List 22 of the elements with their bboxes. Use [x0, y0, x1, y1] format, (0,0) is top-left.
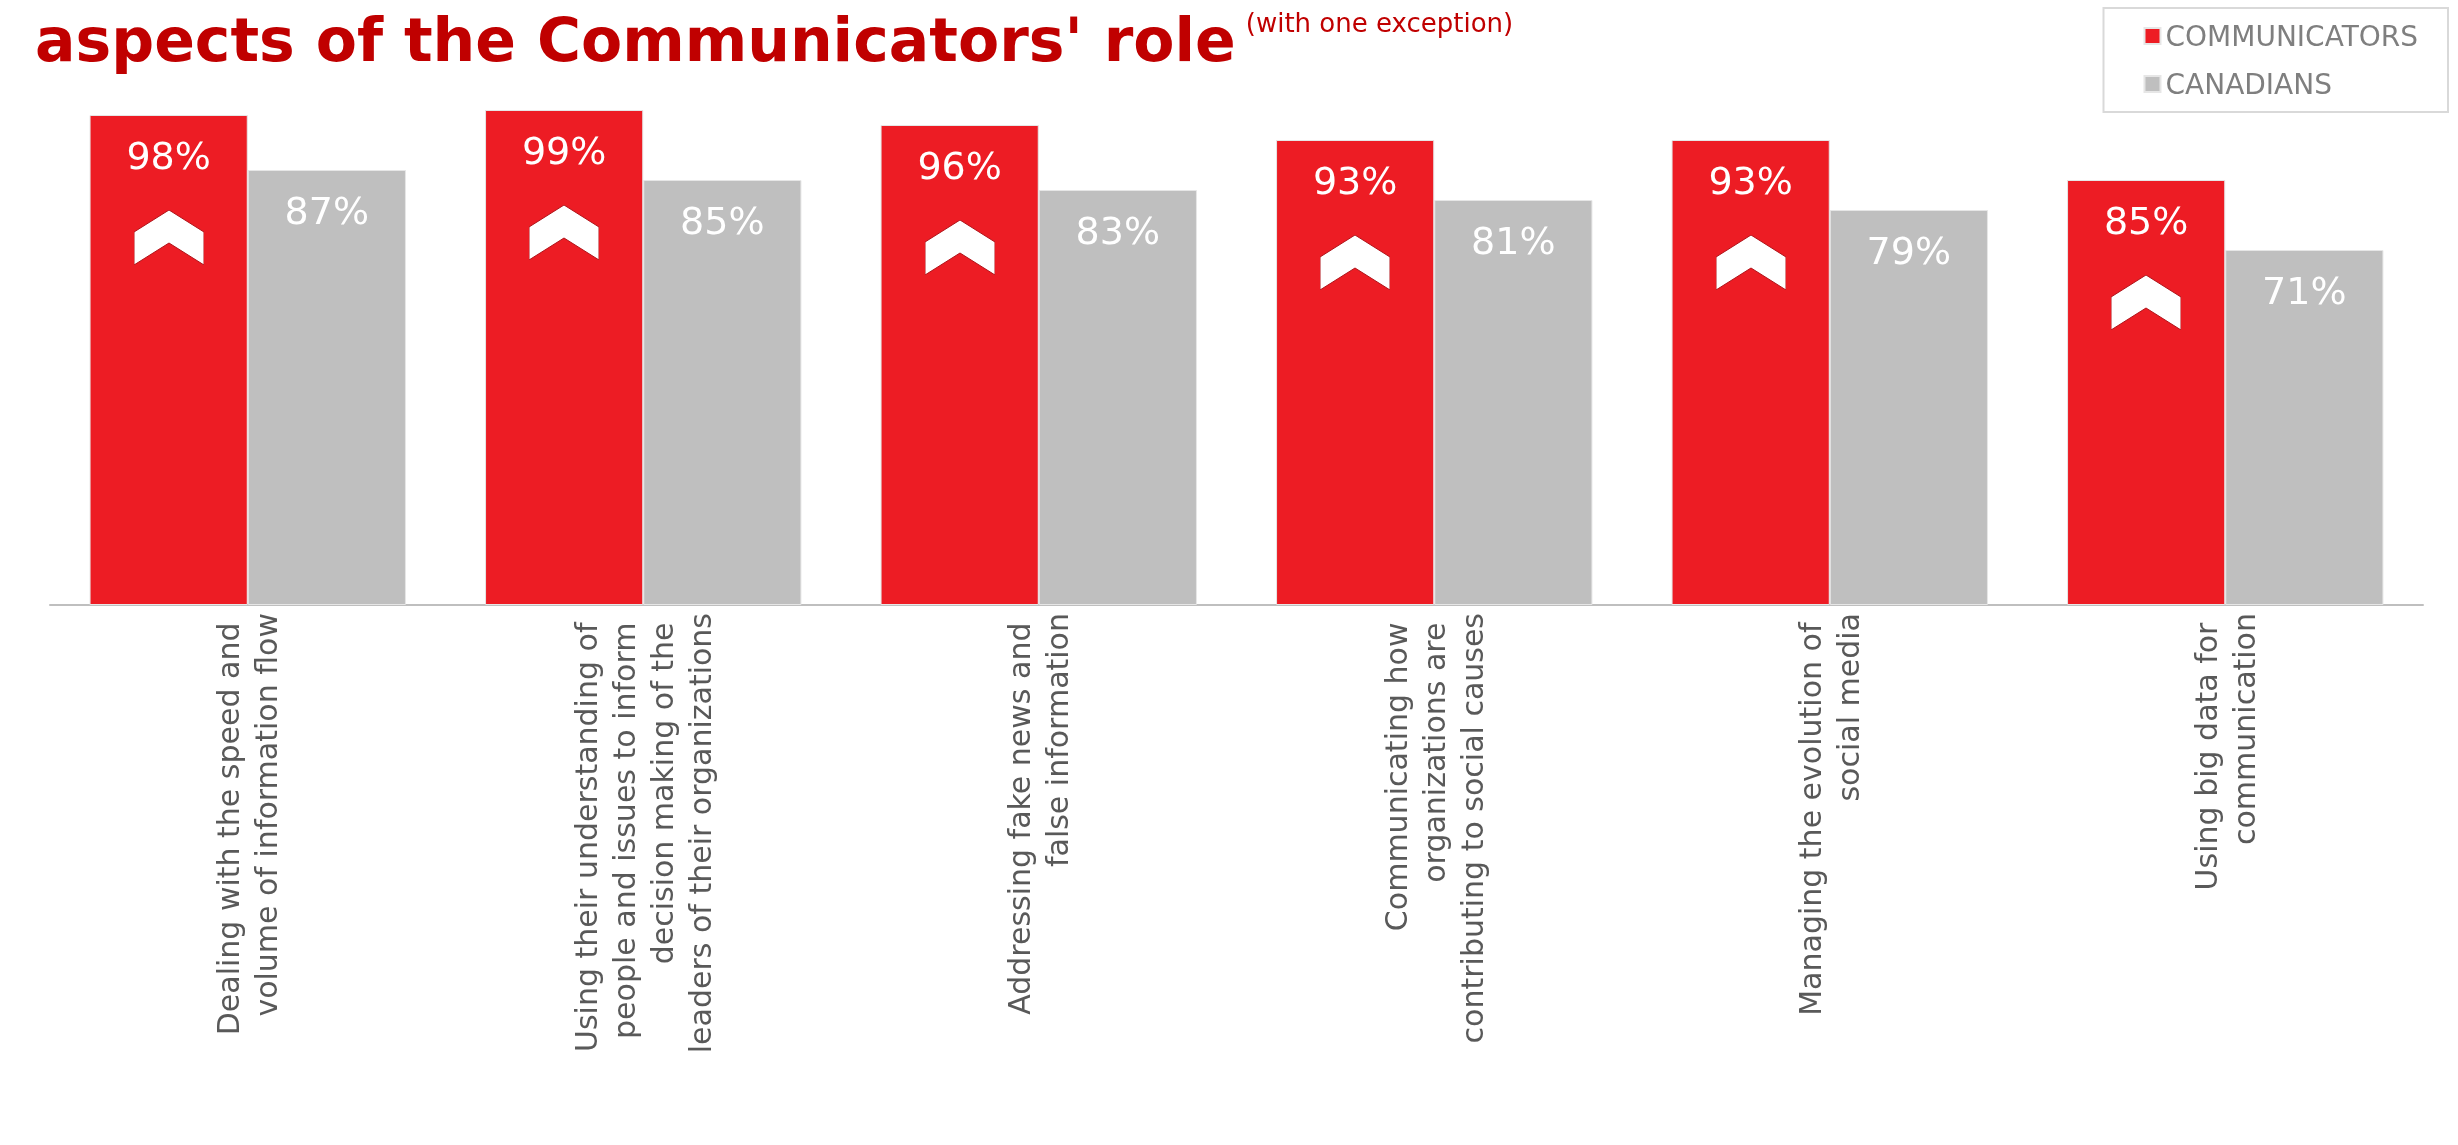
data-label: 83%	[1075, 209, 1161, 253]
data-label: 93%	[1708, 159, 1793, 203]
data-label: 79%	[1866, 229, 1952, 273]
x-tick-label: Communicating how organizations are contributing to social causes	[1378, 613, 1490, 1044]
data-label: 81%	[1471, 219, 1556, 263]
x-tick-label: Dealing with the speed and volume of information flow	[211, 613, 285, 1036]
x-tick-label: Using their understanding of people and issues to inform decision making of the leaders of their organizations	[568, 613, 718, 1054]
chart-title: aspects of the Communicators' role	[35, 5, 1236, 75]
x-tick-label: Managing the evolution of social media	[1793, 613, 1867, 1016]
x-tick-label: Addressing fake news and false information	[1002, 613, 1076, 1015]
legend-label: COMMUNICATORS	[2165, 19, 2419, 53]
legend-label: CANADIANS	[2165, 67, 2332, 101]
data-label: 93%	[1312, 159, 1398, 203]
data-label: 96%	[917, 144, 1002, 188]
data-label: 98%	[126, 134, 211, 178]
data-label: 87%	[284, 189, 370, 233]
data-label: 99%	[521, 129, 607, 173]
x-tick-label: Using big data for communication	[2188, 613, 2262, 891]
data-label: 71%	[2262, 269, 2347, 313]
chart-subtitle: (with one exception)	[1245, 8, 1514, 38]
data-label: 85%	[2103, 199, 2189, 243]
data-label: 85%	[680, 199, 765, 243]
